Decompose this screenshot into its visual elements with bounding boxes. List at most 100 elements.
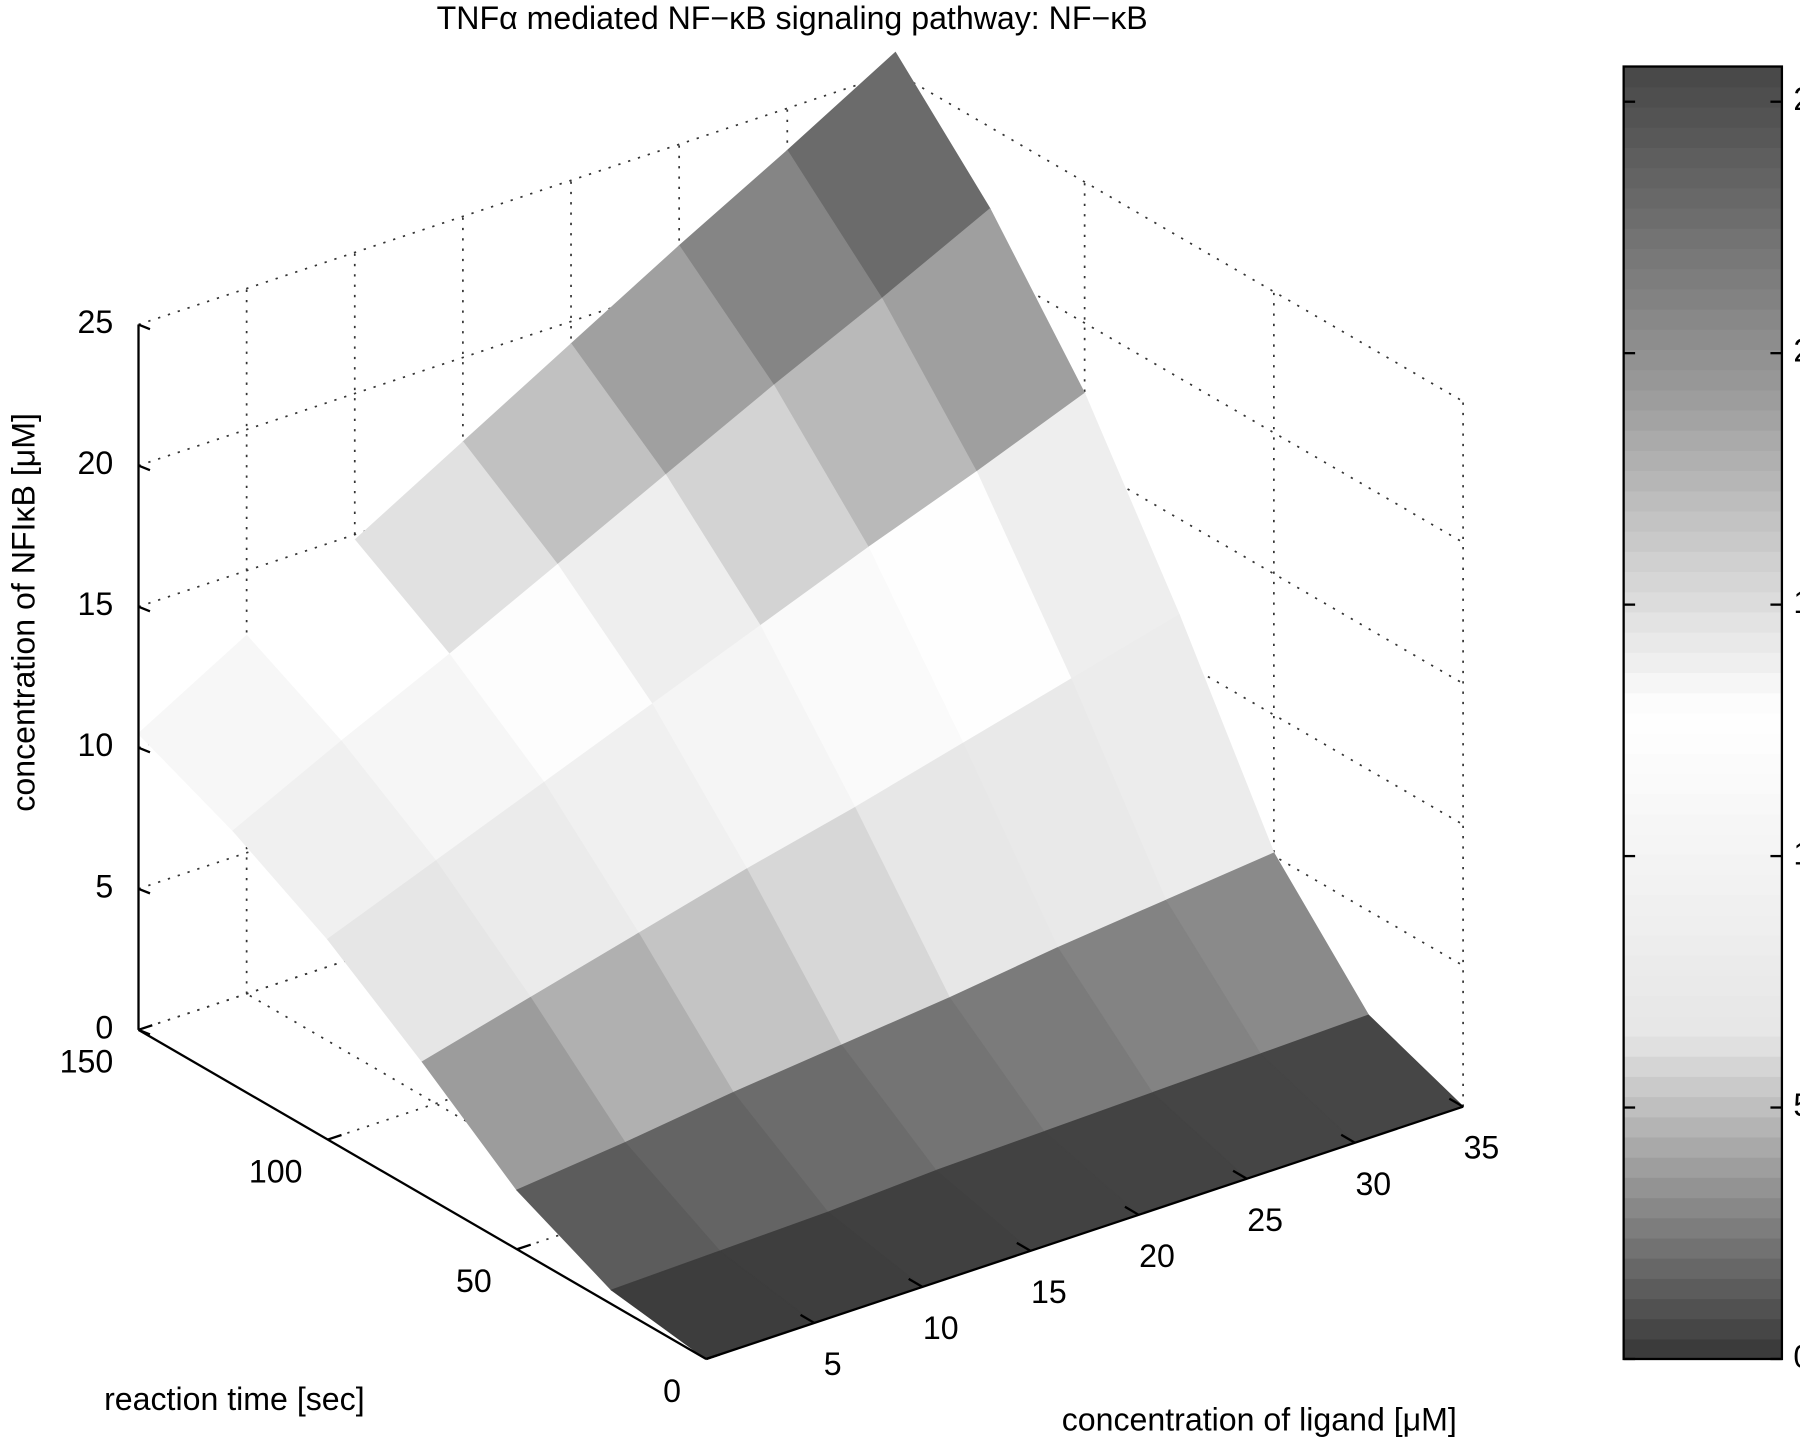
colorbar-band	[1623, 228, 1782, 249]
colorbar-band	[1623, 611, 1782, 633]
z-tick	[138, 605, 151, 613]
x-axis-line	[705, 1105, 1464, 1361]
x-tick	[908, 1277, 924, 1288]
colorbar-band	[1623, 1116, 1782, 1138]
colorbar-band	[1623, 1096, 1782, 1118]
colorbar-band	[1623, 1197, 1782, 1219]
colorbar-band	[1623, 874, 1782, 896]
colorbar-band	[1623, 591, 1782, 613]
colorbar-band	[1623, 793, 1782, 815]
colorbar-band	[1623, 530, 1782, 552]
colorbar-band	[1623, 268, 1782, 290]
colorbar-frame	[1622, 65, 1784, 1361]
colorbar-band	[1623, 510, 1782, 532]
colorbar-band	[1623, 248, 1782, 270]
y-tick-label: 100	[249, 1153, 303, 1189]
colorbar-band	[1623, 127, 1782, 148]
colorbar-band	[1623, 753, 1782, 775]
z-tick	[138, 323, 151, 331]
colorbar-band	[1623, 349, 1782, 371]
colorbar-band	[1623, 1338, 1782, 1360]
x-tick-label: 15	[1031, 1274, 1067, 1310]
y-tick	[138, 1024, 153, 1031]
colorbar-tick-label: 10	[1793, 836, 1800, 872]
colorbar-tick-label: 25	[1793, 81, 1800, 117]
colorbar-band	[1623, 167, 1782, 189]
colorbar-band	[1623, 389, 1782, 411]
colorbar-band	[1623, 1136, 1782, 1158]
z-tick	[138, 1028, 151, 1036]
colorbar-band	[1623, 288, 1782, 310]
colorbar-band	[1623, 975, 1782, 997]
colorbar-band	[1623, 652, 1782, 674]
x-tick-label: 30	[1355, 1166, 1391, 1202]
colorbar-band	[1623, 1177, 1782, 1199]
colorbar-band	[1623, 369, 1782, 391]
colorbar-band	[1623, 207, 1782, 229]
colorbar-band	[1623, 631, 1782, 653]
z-tick	[138, 887, 151, 895]
colorbar-band	[1623, 1157, 1782, 1178]
colorbar-band	[1623, 571, 1782, 593]
z-tick	[138, 746, 151, 754]
colorbar-tick-label: 0	[1793, 1338, 1800, 1374]
x-tick	[1016, 1241, 1032, 1252]
x-tick	[1340, 1133, 1356, 1144]
colorbar-band	[1623, 955, 1782, 976]
colorbar-band	[1623, 409, 1782, 431]
colorbar-band	[1623, 187, 1782, 209]
colorbar-tick-label: 15	[1793, 584, 1800, 620]
z-tick	[138, 464, 151, 472]
y-tick	[705, 1353, 721, 1361]
colorbar-band	[1623, 450, 1782, 472]
x-tick	[1448, 1097, 1464, 1108]
colorbar-band	[1623, 470, 1782, 492]
colorbar-band	[1623, 551, 1782, 573]
colorbar-band	[1623, 1056, 1782, 1077]
colorbar-band	[1623, 1298, 1782, 1320]
z-tick-label: 10	[78, 727, 114, 763]
colorbar-band	[1623, 1258, 1782, 1279]
y-tick-label: 0	[663, 1373, 681, 1409]
chart-title: TNFα mediated NF−κB signaling pathway: N…	[437, 0, 1148, 36]
x-tick	[1124, 1205, 1140, 1216]
z-axis-label: concentration of NFIκB [μM]	[6, 413, 42, 812]
colorbar-band	[1623, 1318, 1782, 1340]
z-tick-label: 5	[95, 868, 113, 904]
colorbar-band	[1623, 934, 1782, 956]
x-tick-label: 20	[1139, 1238, 1175, 1274]
colorbar-band	[1623, 147, 1782, 169]
colorbar-band	[1623, 308, 1782, 330]
z-tick-label: 0	[95, 1009, 113, 1045]
y-tick-label: 150	[60, 1044, 114, 1080]
y-axis-label: reaction time [sec]	[104, 1381, 365, 1417]
colorbar-band	[1623, 854, 1782, 875]
colorbar-band	[1623, 712, 1782, 734]
colorbar-band	[1623, 66, 1782, 88]
colorbar-band	[1623, 914, 1782, 936]
colorbar-band	[1623, 1278, 1782, 1300]
colorbar-band	[1623, 773, 1782, 795]
colorbar-band	[1623, 692, 1782, 714]
colorbar-band	[1623, 1015, 1782, 1037]
y-tick	[516, 1243, 532, 1251]
y-tick-label: 50	[456, 1263, 492, 1299]
colorbar-band	[1623, 894, 1782, 916]
y-tick	[327, 1133, 342, 1141]
colorbar-band	[1623, 833, 1782, 855]
colorbar-band	[1623, 813, 1782, 835]
colorbar-tick-label: 20	[1793, 333, 1800, 369]
colorbar-band	[1623, 106, 1782, 128]
colorbar-band	[1623, 1237, 1782, 1259]
x-tick	[1232, 1169, 1248, 1180]
z-tick-label: 15	[78, 586, 114, 622]
colorbar-band	[1623, 1217, 1782, 1239]
colorbar-band	[1623, 995, 1782, 1017]
colorbar-band	[1623, 1076, 1782, 1098]
colorbar-tick-label: 5	[1793, 1087, 1800, 1123]
x-tick-label: 5	[824, 1346, 842, 1382]
x-tick-label: 10	[923, 1310, 959, 1346]
x-tick-label: 35	[1464, 1130, 1500, 1166]
colorbar-band	[1623, 672, 1782, 694]
